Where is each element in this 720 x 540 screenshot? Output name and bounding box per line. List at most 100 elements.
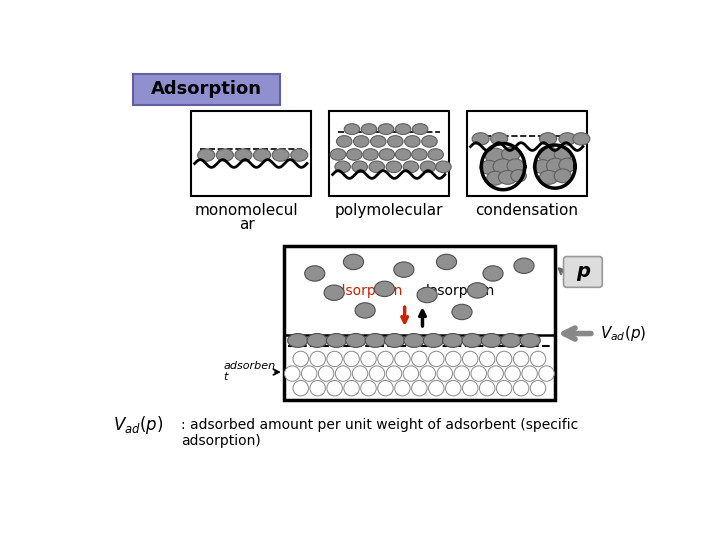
Circle shape xyxy=(395,351,410,367)
Bar xyxy=(191,111,311,195)
Ellipse shape xyxy=(374,281,395,296)
Ellipse shape xyxy=(436,254,456,269)
Text: polymolecular: polymolecular xyxy=(335,204,443,218)
Circle shape xyxy=(327,381,342,396)
Ellipse shape xyxy=(514,258,534,273)
Ellipse shape xyxy=(500,334,521,347)
Ellipse shape xyxy=(452,304,472,320)
Circle shape xyxy=(293,381,308,396)
Circle shape xyxy=(539,366,554,381)
Circle shape xyxy=(284,366,300,381)
Ellipse shape xyxy=(384,334,405,347)
Text: desorption: desorption xyxy=(420,284,495,298)
Circle shape xyxy=(513,351,529,367)
Circle shape xyxy=(378,351,393,367)
Ellipse shape xyxy=(467,283,487,298)
Ellipse shape xyxy=(520,334,540,347)
Circle shape xyxy=(454,366,469,381)
Circle shape xyxy=(513,381,529,396)
Ellipse shape xyxy=(352,161,367,173)
Text: $V_{ad}(p)$: $V_{ad}(p)$ xyxy=(600,324,647,343)
Ellipse shape xyxy=(534,160,552,173)
Text: monomolecul: monomolecul xyxy=(195,204,299,218)
Ellipse shape xyxy=(369,161,384,173)
Bar xyxy=(329,111,449,195)
Ellipse shape xyxy=(443,334,463,347)
FancyBboxPatch shape xyxy=(564,256,602,287)
Circle shape xyxy=(462,381,478,396)
Ellipse shape xyxy=(462,334,482,347)
Ellipse shape xyxy=(539,171,558,184)
Circle shape xyxy=(446,351,461,367)
Circle shape xyxy=(412,351,427,367)
Ellipse shape xyxy=(343,254,364,269)
Ellipse shape xyxy=(403,161,418,173)
Ellipse shape xyxy=(305,266,325,281)
Circle shape xyxy=(378,381,393,396)
Ellipse shape xyxy=(436,161,451,173)
Ellipse shape xyxy=(413,124,428,134)
Ellipse shape xyxy=(472,133,489,145)
Circle shape xyxy=(395,381,410,396)
Circle shape xyxy=(361,351,377,367)
Ellipse shape xyxy=(395,148,411,160)
Text: adsorben: adsorben xyxy=(223,361,276,371)
Text: p: p xyxy=(576,262,590,281)
Ellipse shape xyxy=(346,148,362,160)
Circle shape xyxy=(352,366,368,381)
Ellipse shape xyxy=(559,133,576,145)
Ellipse shape xyxy=(365,334,385,347)
Ellipse shape xyxy=(307,334,327,347)
Circle shape xyxy=(522,366,537,381)
Ellipse shape xyxy=(482,334,502,347)
Ellipse shape xyxy=(417,287,437,303)
Text: ar: ar xyxy=(239,217,255,232)
Circle shape xyxy=(496,351,512,367)
Ellipse shape xyxy=(291,149,307,161)
Ellipse shape xyxy=(510,170,526,182)
Ellipse shape xyxy=(559,158,576,172)
Circle shape xyxy=(386,366,402,381)
Ellipse shape xyxy=(428,148,444,160)
Circle shape xyxy=(496,381,512,396)
Circle shape xyxy=(361,381,377,396)
Bar xyxy=(284,246,555,400)
Circle shape xyxy=(336,366,351,381)
Circle shape xyxy=(302,366,317,381)
Ellipse shape xyxy=(346,334,366,347)
Circle shape xyxy=(420,366,436,381)
Ellipse shape xyxy=(363,148,378,160)
Ellipse shape xyxy=(344,124,360,134)
Text: adsorption): adsorption) xyxy=(181,434,261,448)
Circle shape xyxy=(531,381,546,396)
Circle shape xyxy=(403,366,418,381)
Circle shape xyxy=(318,366,334,381)
Circle shape xyxy=(446,381,461,396)
Ellipse shape xyxy=(423,334,444,347)
Ellipse shape xyxy=(253,149,271,161)
Circle shape xyxy=(488,366,503,381)
Circle shape xyxy=(505,366,521,381)
Circle shape xyxy=(531,351,546,367)
Bar xyxy=(467,111,587,195)
Circle shape xyxy=(310,351,325,367)
Ellipse shape xyxy=(483,266,503,281)
Ellipse shape xyxy=(394,262,414,278)
Ellipse shape xyxy=(546,158,565,173)
Ellipse shape xyxy=(379,148,395,160)
Circle shape xyxy=(462,351,478,367)
Ellipse shape xyxy=(216,149,233,161)
Ellipse shape xyxy=(554,147,571,161)
Ellipse shape xyxy=(235,149,252,161)
Ellipse shape xyxy=(507,159,524,173)
Circle shape xyxy=(310,381,325,396)
Ellipse shape xyxy=(354,136,369,147)
Ellipse shape xyxy=(480,160,498,174)
Ellipse shape xyxy=(404,334,424,347)
Ellipse shape xyxy=(405,136,420,147)
Text: condensation: condensation xyxy=(475,204,578,218)
Ellipse shape xyxy=(272,149,289,161)
Circle shape xyxy=(437,366,453,381)
Circle shape xyxy=(480,351,495,367)
Ellipse shape xyxy=(554,169,571,183)
